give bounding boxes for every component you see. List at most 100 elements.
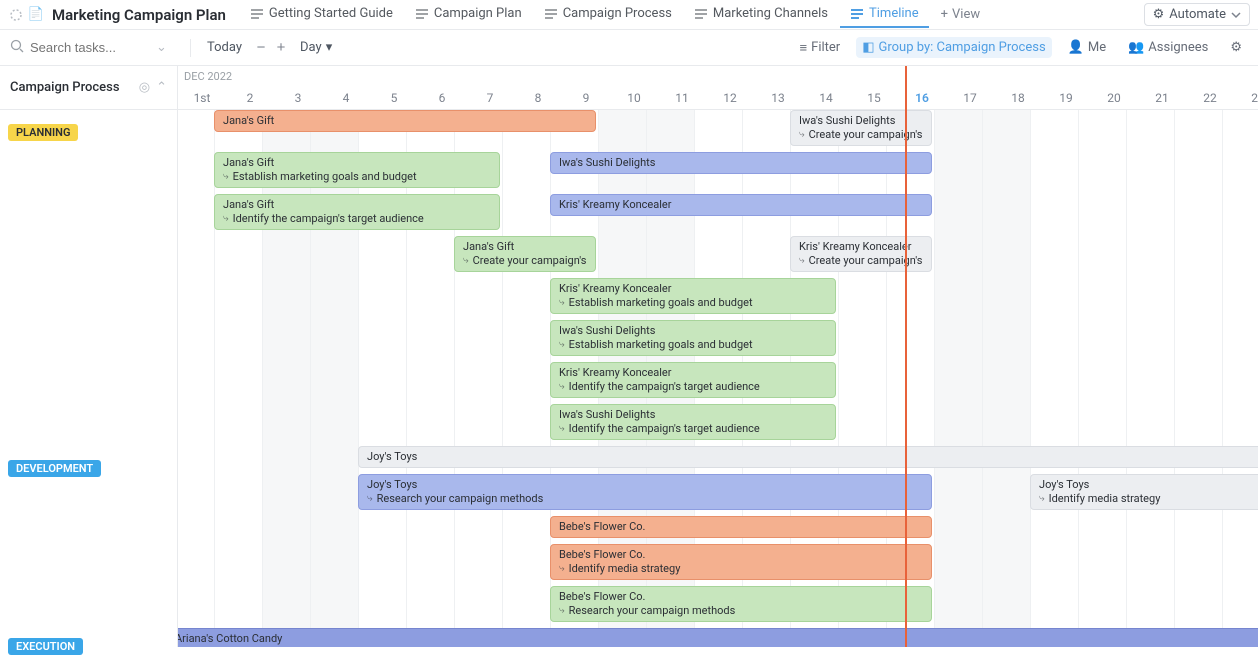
timeline-bar[interactable]: Jana's Gift (214, 110, 596, 132)
timeline-bar[interactable]: Ariana's Cotton Candy (178, 628, 1258, 647)
scale-label: Day (300, 40, 322, 55)
next-button[interactable]: + (272, 39, 290, 56)
timeline-bar[interactable]: Jana's Gift⤷Establish marketing goals an… (214, 152, 500, 188)
day-cell[interactable]: 19 (1042, 91, 1090, 105)
tab-campaign-plan[interactable]: Campaign Plan (405, 1, 532, 28)
bar-subtitle: ⤷ Identify the campaign's target audience (223, 211, 491, 226)
day-cell[interactable]: 6 (418, 91, 466, 105)
group-development[interactable]: DEVELOPMENT (0, 456, 178, 481)
filter-button[interactable]: ≡ Filter (794, 37, 847, 59)
day-cell[interactable]: 2 (226, 91, 274, 105)
settings-icon[interactable] (8, 7, 24, 23)
month-label: DEC 2022 (184, 70, 232, 83)
timeline-bar[interactable]: Kris' Kreamy Koncealer⤷Create your campa… (790, 236, 932, 272)
group-badge: DEVELOPMENT (8, 460, 101, 477)
search-wrap[interactable]: ⌄ (10, 39, 180, 57)
tab-timeline[interactable]: Timeline (840, 1, 929, 28)
collapse-icon[interactable]: ⌃ (156, 80, 167, 95)
bar-subtitle: ⤷Establish marketing goals and budget (223, 169, 491, 184)
chevron-down-icon[interactable]: ⌄ (156, 40, 167, 55)
timeline-bar[interactable]: Iwa's Sushi Delights⤷Create your campaig… (790, 110, 932, 146)
day-cell[interactable]: 4 (322, 91, 370, 105)
timeline-bar[interactable]: Bebe's Flower Co.⤷Research your campaign… (550, 586, 932, 622)
timeline-bar[interactable]: Joy's Toys⤷Research your campaign method… (358, 474, 932, 510)
subtask-icon: ⤷ (559, 421, 565, 436)
list-icon (250, 7, 264, 21)
day-cell[interactable]: 17 (946, 91, 994, 105)
list-icon (415, 7, 429, 21)
day-cell[interactable]: 21 (1138, 91, 1186, 105)
topbar: 📄 Marketing Campaign Plan Getting Starte… (0, 0, 1258, 30)
day-cell[interactable]: 12 (706, 91, 754, 105)
timeline-bar[interactable]: Jana's Gift⤷Create your campaign's m... (454, 236, 596, 272)
day-cell[interactable]: 10 (610, 91, 658, 105)
day-cell[interactable]: 8 (514, 91, 562, 105)
bar-subtext: Identify the campaign's target audience (233, 211, 424, 226)
tab-label: Campaign Process (563, 6, 672, 21)
timeline-bar[interactable]: Iwa's Sushi Delights⤷Identify the campai… (550, 404, 836, 440)
timeline-bar[interactable]: Iwa's Sushi Delights⤷Establish marketing… (550, 320, 836, 356)
bar-subtitle: ⤷ Create your campaign's m... (463, 253, 587, 268)
day-cell[interactable]: 15 (850, 91, 898, 105)
day-cell[interactable]: 14 (802, 91, 850, 105)
topbar-right: ⚙ Automate (1144, 3, 1250, 26)
bar-subtext: Identify media strategy (569, 561, 681, 576)
timeline-bar[interactable]: Kris' Kreamy Koncealer⤷Identify the camp… (550, 362, 836, 398)
timeline-bar[interactable]: Bebe's Flower Co.⤷Identify media strateg… (550, 544, 932, 580)
bar-title: Kris' Kreamy Koncealer (559, 198, 923, 211)
subtask-icon: ⤷ (463, 253, 469, 268)
bar-subtext: Identify the campaign's target audience (569, 421, 760, 436)
timeline-bar[interactable]: Kris' Kreamy Koncealer⤷Establish marketi… (550, 278, 836, 314)
tab-getting-started-guide[interactable]: Getting Started Guide (240, 1, 403, 28)
timeline-bar[interactable]: Iwa's Sushi Delights (550, 152, 932, 174)
timeline-bar[interactable]: Joy's Toys (358, 446, 1258, 468)
subtask-icon: ⤷ (223, 211, 229, 226)
subtask-icon: ⤷ (223, 169, 229, 184)
bar-title: Jana's Gift (223, 114, 587, 127)
search-input[interactable] (30, 40, 150, 55)
group-badge: PLANNING (8, 124, 78, 141)
timeline-bar[interactable]: Kris' Kreamy Koncealer (550, 194, 932, 216)
day-cell[interactable]: 5 (370, 91, 418, 105)
subtask-icon: ⤷ (1039, 491, 1045, 506)
view-tabs: Getting Started GuideCampaign Plan Campai… (240, 1, 929, 28)
tab-campaign-process[interactable]: Campaign Process (534, 1, 682, 28)
prev-button[interactable]: − (252, 39, 270, 56)
timeline-header: DEC 2022 1st2345678910111213141516171819… (178, 66, 1258, 110)
groupby-button[interactable]: ◧ Group by: Campaign Process (856, 37, 1051, 58)
more-button[interactable]: ⚙ (1224, 37, 1248, 58)
day-cell[interactable]: 11 (658, 91, 706, 105)
sidebar-title: Campaign Process (10, 80, 120, 95)
filter-icon: ≡ (800, 40, 808, 56)
eye-icon[interactable]: ◎ (139, 80, 150, 95)
today-button[interactable]: Today (201, 38, 248, 57)
bar-title: Jana's Gift (223, 198, 491, 211)
day-cell[interactable]: 22 (1186, 91, 1234, 105)
list-icon (850, 7, 864, 21)
bar-title: Jana's Gift (223, 156, 491, 169)
day-cell[interactable]: 20 (1090, 91, 1138, 105)
automate-button[interactable]: ⚙ Automate (1144, 3, 1250, 26)
day-cell[interactable]: 9 (562, 91, 610, 105)
day-cell[interactable]: 7 (466, 91, 514, 105)
scale-select[interactable]: Day ▾ (300, 40, 332, 55)
day-cell[interactable]: 13 (754, 91, 802, 105)
day-cell[interactable]: 3 (274, 91, 322, 105)
day-cell[interactable]: 1st (178, 91, 226, 105)
sidebar-body: PLANNINGDEVELOPMENTEXECUTION (0, 110, 177, 647)
day-cell[interactable]: 23 (1234, 91, 1258, 105)
bar-title: Kris' Kreamy Koncealer (559, 282, 827, 295)
tab-marketing-channels[interactable]: Marketing Channels (684, 1, 838, 28)
timeline-bar[interactable]: Joy's Toys⤷Identify media strategy (1030, 474, 1258, 510)
timeline-bar[interactable]: Jana's Gift⤷ Identify the campaign's targ… (214, 194, 500, 230)
me-button[interactable]: 👤 Me (1062, 37, 1112, 58)
bar-title: Bebe's Flower Co. (559, 520, 923, 533)
day-cell[interactable]: 18 (994, 91, 1042, 105)
timeline[interactable]: DEC 2022 1st2345678910111213141516171819… (178, 66, 1258, 647)
add-view-button[interactable]: + View (933, 2, 989, 27)
timeline-bar[interactable]: Bebe's Flower Co. (550, 516, 932, 538)
bar-subtext: Create your campaign's m... (473, 253, 587, 268)
toolbar-right: ≡ Filter ◧ Group by: Campaign Process 👤 … (794, 37, 1248, 59)
assignees-button[interactable]: 👥 Assignees (1122, 37, 1214, 58)
group-planning[interactable]: PLANNING (0, 120, 178, 145)
